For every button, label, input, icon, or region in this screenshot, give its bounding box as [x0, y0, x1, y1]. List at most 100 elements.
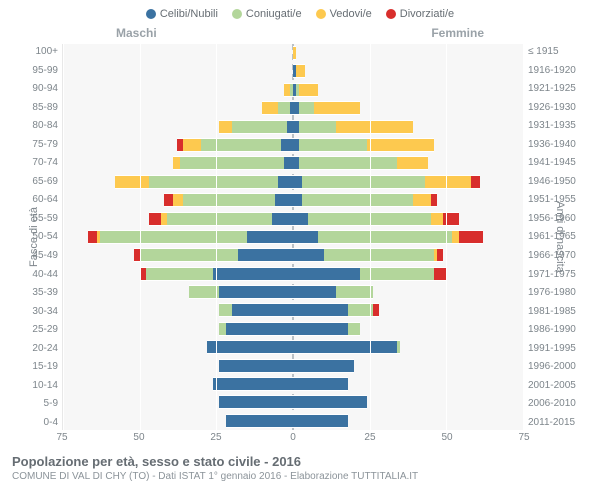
birth-year-label: 1986-1990: [528, 324, 580, 335]
segment-divorced: [373, 303, 379, 317]
female-bar: [293, 322, 523, 336]
pyramid-row: [63, 83, 523, 97]
segment-single: [293, 303, 348, 317]
female-bar: [293, 156, 523, 170]
segment-widowed: [219, 120, 231, 134]
population-pyramid-chart: Celibi/NubiliConiugati/eVedovi/eDivorzia…: [0, 0, 600, 500]
segment-married: [299, 120, 336, 134]
segment-widowed: [425, 175, 471, 189]
male-bar: [63, 340, 293, 354]
female-bar: [293, 248, 523, 262]
segment-single: [219, 395, 293, 409]
legend-label: Vedovi/e: [330, 8, 372, 20]
male-bar: [63, 101, 293, 115]
birth-year-label: 1996-2000: [528, 361, 580, 372]
pyramid-row: [63, 303, 523, 317]
segment-single: [293, 359, 354, 373]
birth-year-label: 2001-2005: [528, 380, 580, 391]
segment-widowed: [299, 83, 317, 97]
male-bar: [63, 248, 293, 262]
pyramid-row: [63, 156, 523, 170]
birth-year-label: 1981-1985: [528, 306, 580, 317]
x-tick: 50: [441, 432, 452, 443]
female-bar: [293, 303, 523, 317]
segment-widowed: [367, 138, 434, 152]
segment-married: [348, 322, 360, 336]
legend-item: Divorziati/e: [386, 8, 454, 20]
gridline: [446, 44, 447, 430]
female-bar: [293, 212, 523, 226]
birth-year-label: 1941-1945: [528, 157, 580, 168]
age-band-label: 100+: [20, 46, 58, 57]
age-band-label: 95-99: [20, 65, 58, 76]
male-bar: [63, 175, 293, 189]
gridline: [523, 44, 524, 430]
age-band-label: 90-94: [20, 83, 58, 94]
x-tick: 25: [210, 432, 221, 443]
segment-married: [183, 193, 275, 207]
male-bar: [63, 395, 293, 409]
birth-year-label: 2011-2015: [528, 417, 580, 428]
pyramid-row: [63, 414, 523, 428]
segment-single: [278, 175, 293, 189]
segment-single: [293, 193, 302, 207]
segment-single: [293, 175, 302, 189]
age-band-label: 65-69: [20, 176, 58, 187]
segment-married: [336, 285, 373, 299]
segment-widowed: [397, 156, 428, 170]
segment-married: [299, 156, 397, 170]
male-bar: [63, 377, 293, 391]
male-bar: [63, 193, 293, 207]
segment-single: [284, 156, 293, 170]
segment-married: [201, 138, 281, 152]
segment-divorced: [434, 267, 446, 281]
segment-widowed: [336, 120, 413, 134]
male-bar: [63, 359, 293, 373]
female-bar: [293, 175, 523, 189]
male-bar: [63, 83, 293, 97]
age-band-label: 25-29: [20, 324, 58, 335]
segment-married: [167, 212, 271, 226]
female-bar: [293, 83, 523, 97]
segment-single: [226, 322, 293, 336]
x-tick: 75: [518, 432, 529, 443]
legend-label: Celibi/Nubili: [160, 8, 218, 20]
gridline: [140, 44, 141, 430]
segment-married: [232, 120, 287, 134]
pyramid-rows: [63, 44, 523, 430]
segment-widowed: [314, 101, 360, 115]
birth-year-label: 1916-1920: [528, 65, 580, 76]
segment-widowed: [262, 101, 277, 115]
pyramid-row: [63, 64, 523, 78]
age-band-label: 85-89: [20, 102, 58, 113]
segment-single: [219, 359, 293, 373]
chart-subtitle: COMUNE DI VAL DI CHY (TO) - Dati ISTAT 1…: [12, 471, 594, 482]
birth-year-label: ≤ 1915: [528, 46, 580, 57]
segment-married: [189, 285, 220, 299]
birth-year-label: 1921-1925: [528, 83, 580, 94]
y-axis-right-title: Anni di nascita: [554, 201, 566, 273]
age-band-label: 80-84: [20, 120, 58, 131]
female-bar: [293, 414, 523, 428]
segment-married: [149, 175, 278, 189]
female-bar: [293, 193, 523, 207]
male-bar: [63, 64, 293, 78]
legend-item: Vedovi/e: [316, 8, 372, 20]
female-bar: [293, 377, 523, 391]
segment-divorced: [149, 212, 161, 226]
chart-footer: Popolazione per età, sesso e stato civil…: [6, 454, 594, 482]
female-bar: [293, 285, 523, 299]
segment-single: [293, 230, 318, 244]
pyramid-row: [63, 248, 523, 262]
age-band-label: 0-4: [20, 417, 58, 428]
segment-single: [207, 340, 293, 354]
pyramid-row: [63, 285, 523, 299]
segment-single: [293, 248, 324, 262]
female-bar: [293, 46, 523, 60]
segment-divorced: [164, 193, 173, 207]
segment-divorced: [431, 193, 437, 207]
age-band-label: 20-24: [20, 343, 58, 354]
age-band-label: 10-14: [20, 380, 58, 391]
segment-married: [302, 193, 412, 207]
birth-year-label: 2006-2010: [528, 398, 580, 409]
